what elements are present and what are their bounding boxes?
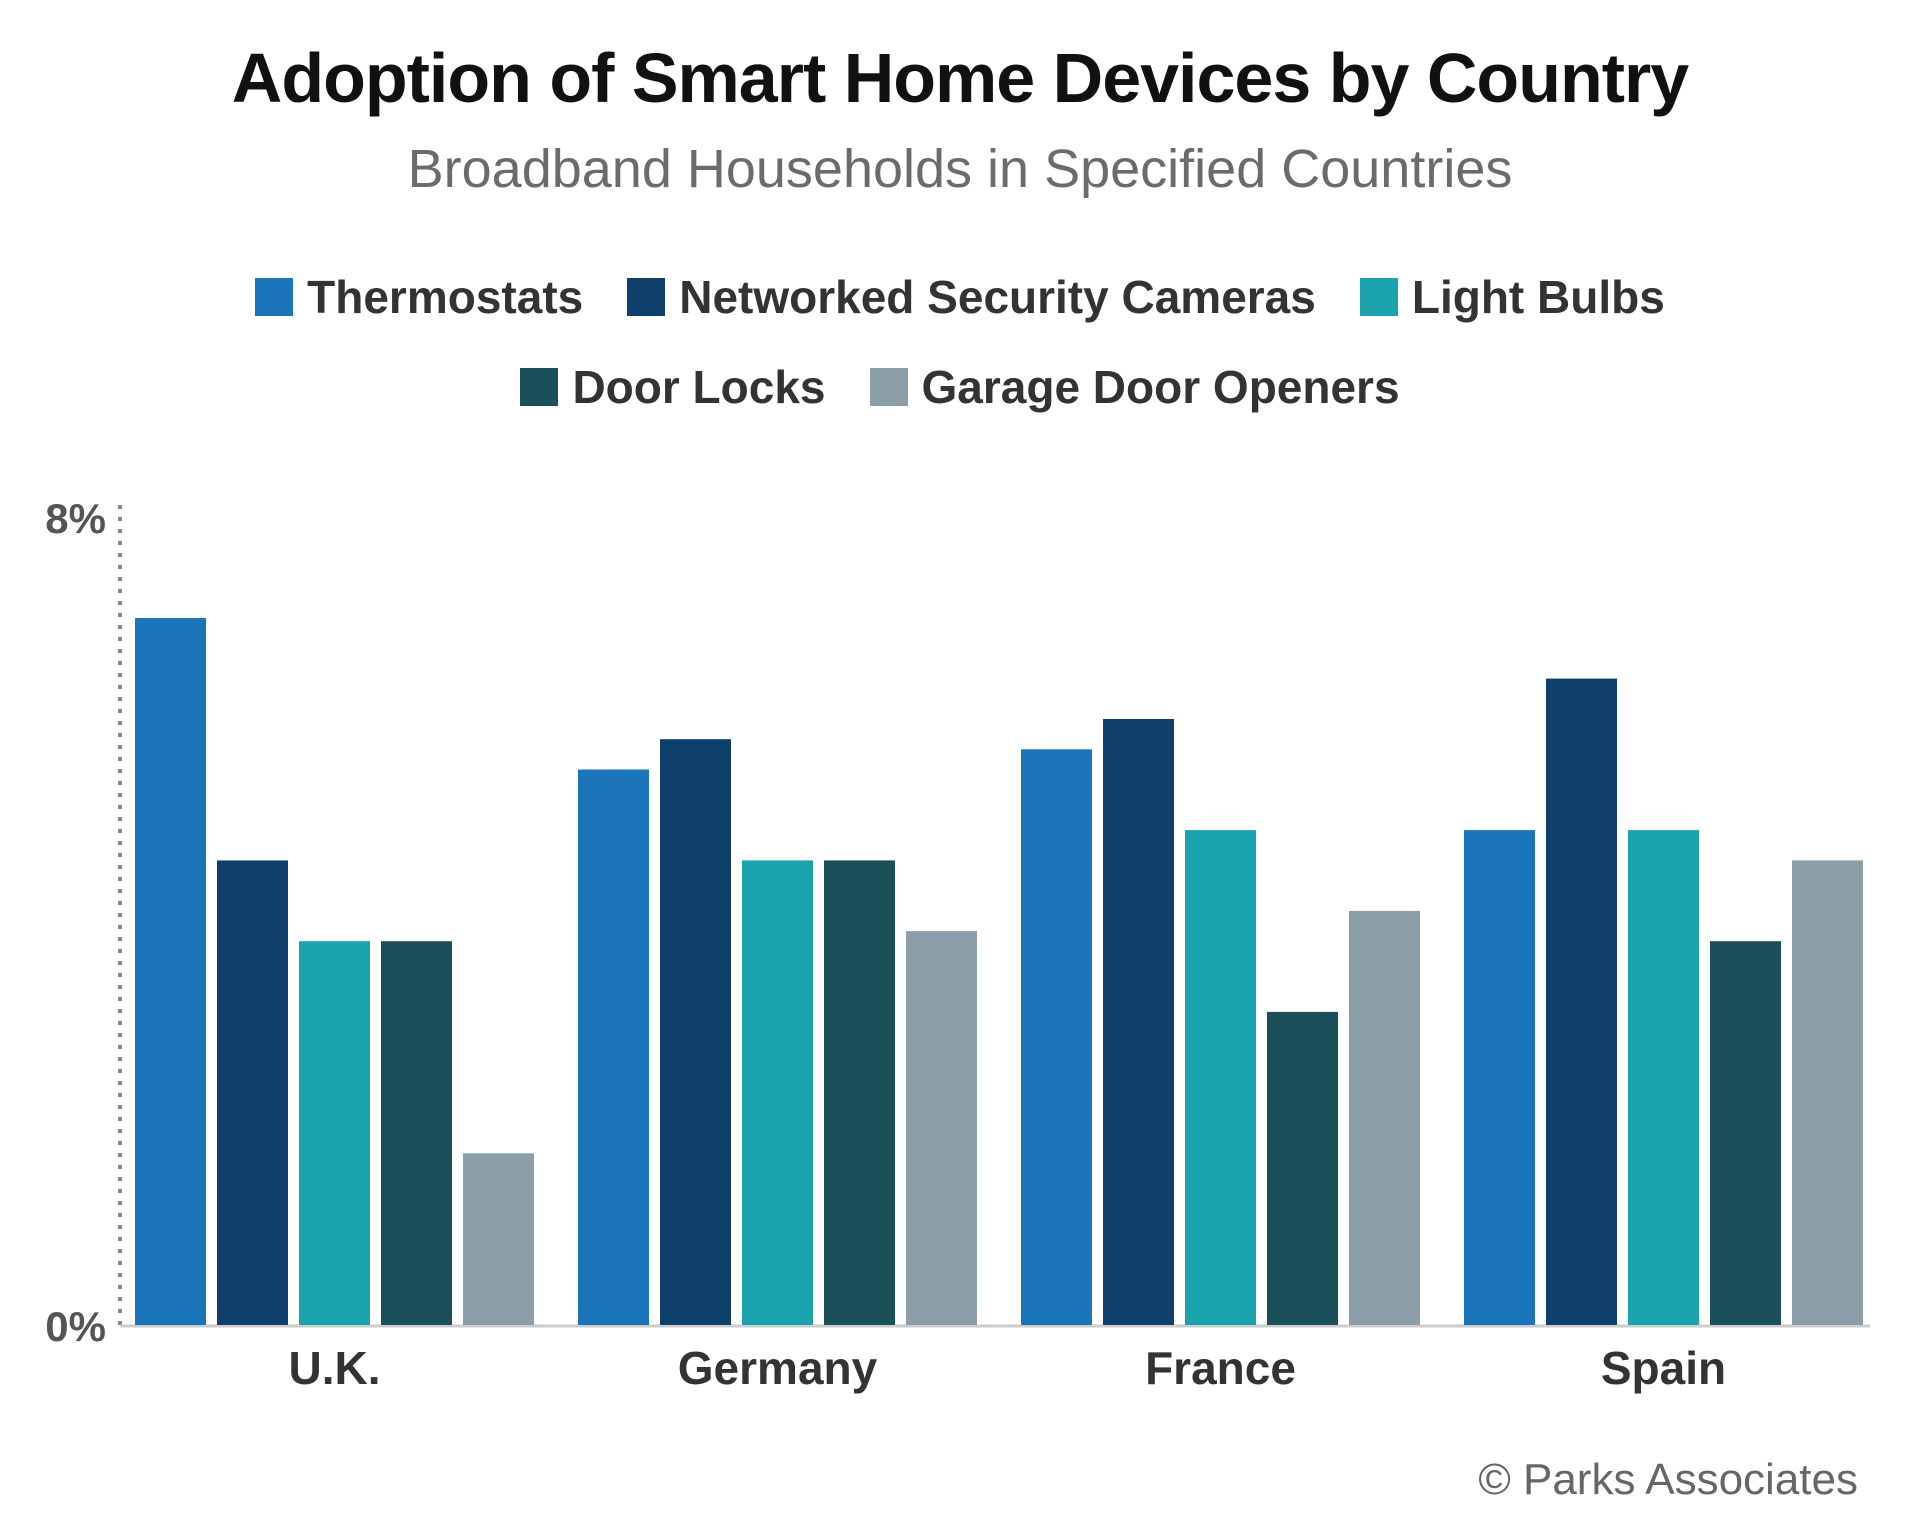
bar-thermostats: [1021, 749, 1092, 1325]
legend-label: Light Bulbs: [1411, 271, 1665, 323]
credit: © Parks Associates: [1478, 1455, 1858, 1504]
legend-label: Garage Door Openers: [921, 361, 1400, 413]
legend-row-2: Door Locks Garage Door Openers: [0, 360, 1920, 414]
legend-item: Networked Security Cameras: [627, 270, 1316, 324]
legend-label: Thermostats: [307, 271, 584, 323]
x-tick-label: Germany: [678, 1342, 878, 1394]
y-tick-label: 0%: [45, 1303, 106, 1350]
bar-door-locks: [824, 860, 895, 1325]
bar-thermostats: [135, 618, 206, 1325]
legend-swatch: [869, 368, 908, 406]
bar-light-bulbs: [299, 941, 370, 1325]
bar-garage-door-openers: [463, 1153, 534, 1325]
x-tick-label: Spain: [1601, 1342, 1726, 1394]
legend-label: Networked Security Cameras: [679, 271, 1316, 323]
bar-networked-security-cameras: [660, 739, 731, 1325]
legend-item: Thermostats: [255, 270, 583, 324]
legend-label: Door Locks: [572, 361, 826, 413]
bar-thermostats: [578, 769, 649, 1325]
chart-subtitle: Broadband Households in Specified Countr…: [407, 139, 1513, 199]
bar-door-locks: [1710, 941, 1781, 1325]
legend-row-1: Thermostats Networked Security Cameras Lig…: [0, 270, 1920, 324]
legend-item: Light Bulbs: [1359, 270, 1665, 324]
legend-swatch: [520, 368, 559, 406]
bar-garage-door-openers: [1349, 910, 1420, 1325]
legend-item: Garage Door Openers: [869, 360, 1400, 414]
legend-item: Door Locks: [520, 360, 826, 414]
bar-light-bulbs: [1628, 830, 1699, 1325]
bar-networked-security-cameras: [1546, 678, 1617, 1325]
bar-networked-security-cameras: [217, 860, 288, 1325]
legend-swatch: [1359, 278, 1398, 316]
bar-light-bulbs: [1185, 830, 1256, 1325]
bar-garage-door-openers: [1792, 860, 1863, 1325]
bar-garage-door-openers: [906, 931, 977, 1325]
x-tick-label: France: [1145, 1342, 1296, 1394]
chart-title: Adoption of Smart Home Devices by Countr…: [231, 39, 1689, 117]
y-tick-label: 8%: [45, 495, 106, 542]
bar-thermostats: [1464, 830, 1535, 1325]
bar-networked-security-cameras: [1103, 719, 1174, 1325]
bar-light-bulbs: [742, 860, 813, 1325]
legend-swatch: [627, 278, 666, 316]
bar-door-locks: [1267, 1011, 1338, 1325]
bar-door-locks: [381, 941, 452, 1325]
legend-swatch: [255, 278, 294, 316]
x-tick-label: U.K.: [289, 1342, 381, 1394]
